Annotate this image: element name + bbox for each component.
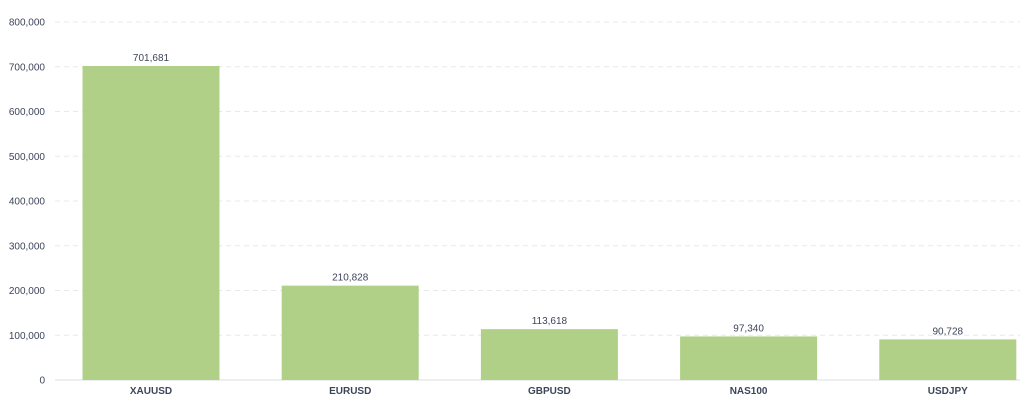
y-tick-label: 100,000 xyxy=(9,331,46,342)
x-tick-label: USDJPY xyxy=(928,386,968,397)
x-tick-label: XAUUSD xyxy=(130,386,172,397)
bar-gbpusd xyxy=(480,329,618,380)
bars xyxy=(82,65,1017,381)
bar-eurusd xyxy=(281,285,419,380)
data-label: 97,340 xyxy=(733,323,764,334)
data-label: 90,728 xyxy=(933,326,964,337)
bar-nas100 xyxy=(680,336,818,380)
x-tick-label: GBPUSD xyxy=(528,386,571,397)
x-axis-labels: XAUUSD EURUSD GBPUSD NAS100 USDJPY xyxy=(130,386,968,397)
y-tick-label: 400,000 xyxy=(9,197,46,208)
data-label: 210,828 xyxy=(332,273,369,284)
y-tick-label: 200,000 xyxy=(9,286,46,297)
y-axis-ticks: 0 100,000 200,000 300,000 400,000 500,000 600,… xyxy=(9,18,46,387)
bar-xauusd xyxy=(82,65,220,381)
x-tick-label: EURUSD xyxy=(329,386,371,397)
y-tick-label: 700,000 xyxy=(9,62,46,73)
y-tick-label: 0 xyxy=(39,376,45,387)
value-labels: 701,681 210,828 113,618 97,340 90,728 xyxy=(133,53,964,337)
y-tick-label: 800,000 xyxy=(9,18,46,29)
data-label: 113,618 xyxy=(532,316,568,327)
data-label: 701,681 xyxy=(133,53,170,64)
x-tick-label: NAS100 xyxy=(730,386,768,397)
y-tick-label: 300,000 xyxy=(9,241,46,252)
y-tick-label: 600,000 xyxy=(9,107,46,118)
bar-usdjpy xyxy=(879,339,1017,380)
y-tick-label: 500,000 xyxy=(9,152,46,163)
